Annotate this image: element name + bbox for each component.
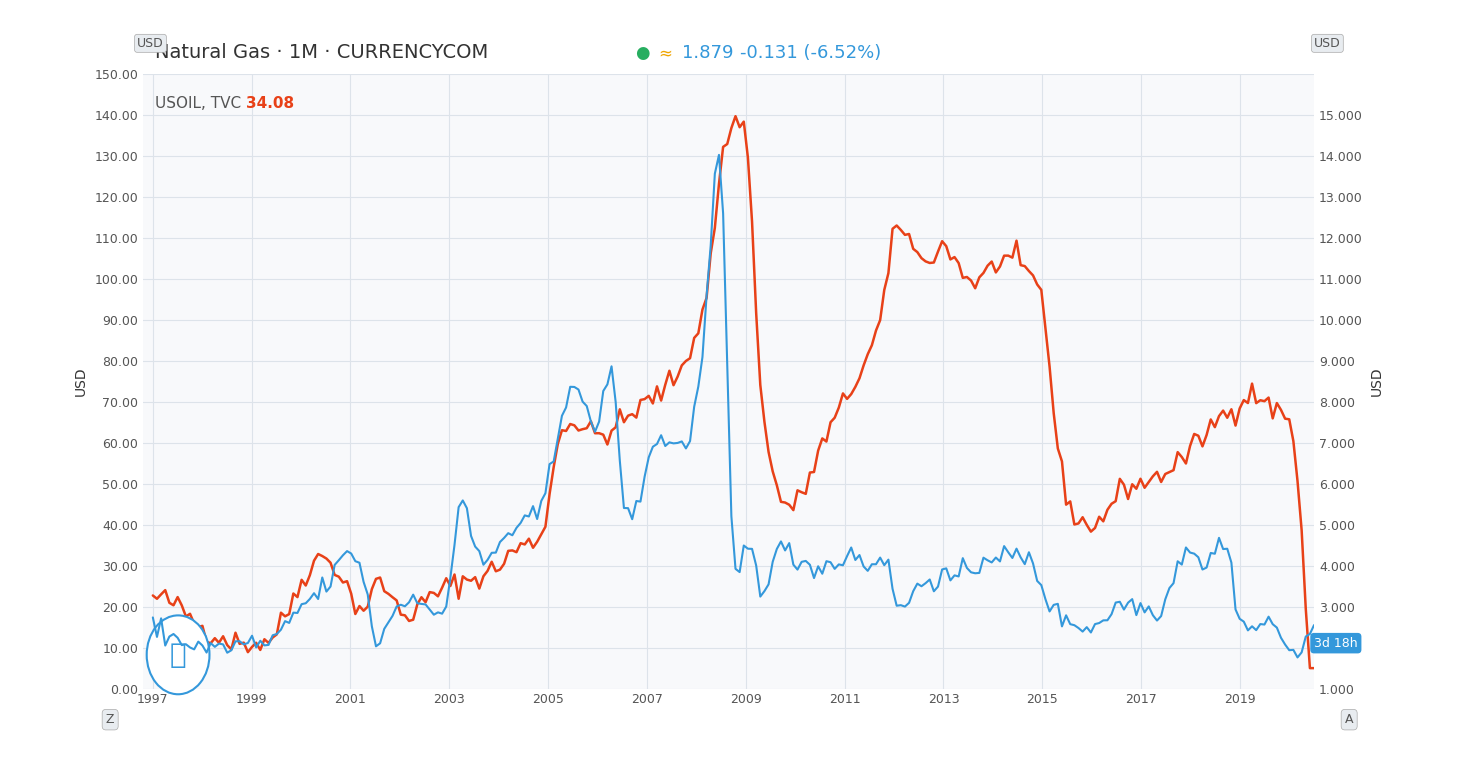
Y-axis label: USD: USD <box>1370 367 1384 396</box>
Text: A: A <box>1345 713 1354 726</box>
Text: Natural Gas · 1M · CURRENCYCOM: Natural Gas · 1M · CURRENCYCOM <box>154 43 488 62</box>
Y-axis label: USD: USD <box>73 367 87 396</box>
Text: 1.879: 1.879 <box>682 44 733 62</box>
Text: 3d 18h: 3d 18h <box>1314 636 1358 649</box>
Text: USOIL, TVC: USOIL, TVC <box>154 96 240 111</box>
Text: ●: ● <box>635 44 650 62</box>
Text: ≈: ≈ <box>659 44 672 62</box>
Text: -0.131 (-6.52%): -0.131 (-6.52%) <box>740 44 881 62</box>
Text: USD: USD <box>1314 37 1340 50</box>
Text: 34.08: 34.08 <box>246 96 294 111</box>
Text: Z: Z <box>106 713 115 726</box>
Text: USD: USD <box>137 37 163 50</box>
Text: 〜: 〜 <box>170 641 186 669</box>
